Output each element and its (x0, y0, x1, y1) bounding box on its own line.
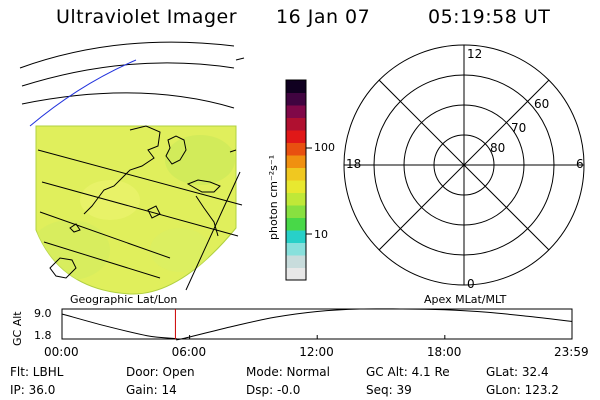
mlat-60-label: 60 (534, 97, 550, 111)
colorbar-segment (286, 230, 306, 243)
colorbar-segment (286, 205, 306, 218)
coastlines (49, 57, 245, 279)
orbit-ytick-top: 9.0 (34, 307, 52, 320)
colorbar-segment (286, 180, 306, 193)
dsp-status: Dsp: -0.0 (246, 383, 301, 397)
colorbar-segment (286, 217, 306, 231)
mlt-12-label: 12 (467, 47, 483, 61)
door-status: Door: Open (126, 365, 195, 379)
apex-label: Apex MLat/MLT (424, 293, 507, 306)
seq-status: Seq: 39 (366, 383, 412, 397)
colorbar-segment (286, 117, 306, 131)
colorbar-tick-100: 100 (314, 141, 335, 154)
orbit-xtick-label: 06:00 (171, 345, 207, 359)
colorbar-segment (286, 267, 306, 281)
orbit-xtick-label: 00:00 (44, 345, 79, 359)
filter-status: Flt: LBHL (10, 365, 64, 379)
ip-status: IP: 36.0 (10, 383, 56, 397)
colorbar-segment (286, 242, 306, 256)
terminator-line (29, 59, 137, 127)
geographic-label: Geographic Lat/Lon (70, 293, 178, 306)
colorbar-segment (286, 192, 306, 206)
mlat-70-label: 70 (511, 121, 527, 135)
mode-status: Mode: Normal (246, 365, 330, 379)
gcalt-status: GC Alt: 4.1 Re (366, 365, 450, 379)
colorbar-segment (286, 142, 306, 156)
orbit-ytick-bottom: 1.8 (34, 329, 52, 342)
orbit-altitude-curve (61, 308, 573, 341)
orbit-frame (61, 308, 573, 340)
time-label: 05:19:58 UT (428, 6, 551, 28)
instrument-title: Ultraviolet Imager (56, 6, 238, 28)
glon-status: GLon: 123.2 (486, 383, 559, 397)
mlat-80-label: 80 (490, 141, 506, 155)
orbit-xtick-label: 18:00 (426, 345, 462, 359)
colorbar-segment (286, 255, 306, 268)
colorbar-segment (286, 167, 306, 181)
colorbar-tick-10: 10 (314, 228, 328, 241)
mlt-18-label: 18 (346, 157, 362, 171)
colorbar-segment (286, 155, 306, 168)
mlt-6-label: 6 (576, 157, 584, 171)
orbit-xtick-label: 12:00 (299, 345, 334, 359)
colorbar-segment (286, 92, 306, 106)
longitude-line (185, 171, 241, 291)
orbit-xtick-label: 23:59 (554, 345, 589, 359)
colorbar-segment (286, 130, 306, 143)
colorbar-segment (286, 80, 306, 93)
mlt-0-label: 0 (467, 277, 475, 291)
latitude-lines (19, 41, 243, 279)
date-label: 16 Jan 07 (276, 6, 371, 28)
colorbar-segment (286, 105, 306, 118)
gain-status: Gain: 14 (126, 383, 177, 397)
glat-status: GLat: 32.4 (486, 365, 549, 379)
